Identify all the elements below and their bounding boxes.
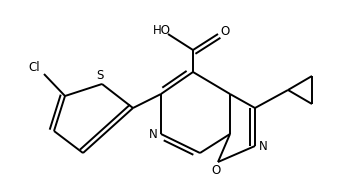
Text: Cl: Cl bbox=[28, 60, 40, 73]
Text: N: N bbox=[148, 127, 157, 140]
Text: N: N bbox=[259, 139, 267, 152]
Text: O: O bbox=[212, 164, 221, 177]
Text: O: O bbox=[220, 24, 230, 38]
Text: S: S bbox=[96, 68, 104, 82]
Text: HO: HO bbox=[153, 23, 171, 36]
